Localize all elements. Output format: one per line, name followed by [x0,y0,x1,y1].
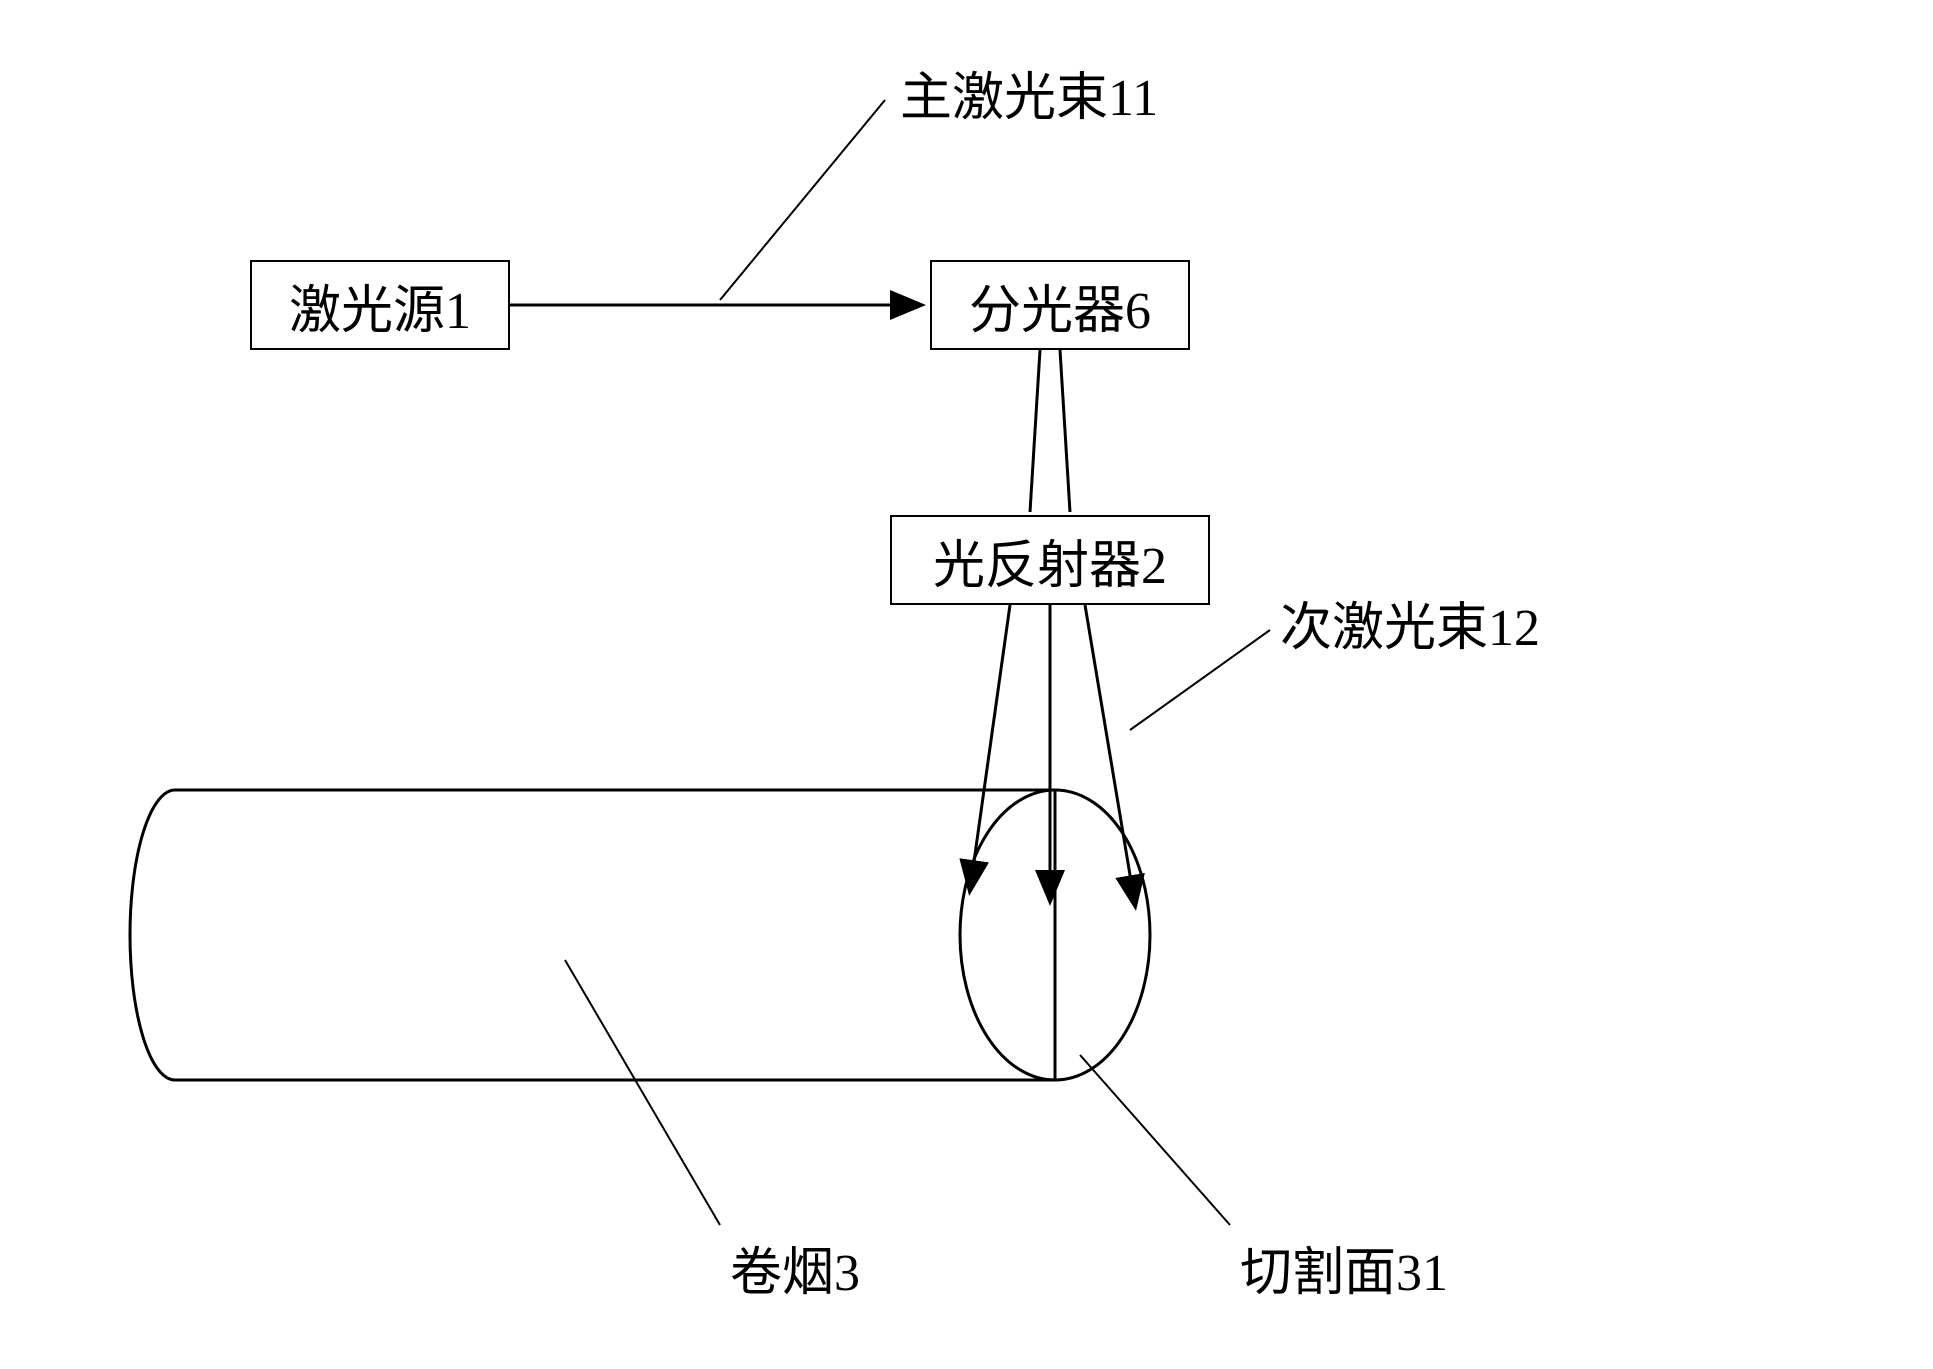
sub-beam-label: 次激光束12 [1280,585,1540,660]
splitter-box: 分光器6 [930,260,1190,350]
cigarette-label: 卷烟3 [730,1230,860,1305]
main-beam-leader [720,100,885,300]
sub-beam-arrow-1 [970,605,1010,890]
splitter-reflector-line-2 [1060,350,1070,512]
sub-beam-leader [1130,630,1270,730]
reflector-label: 光反射器2 [933,523,1167,598]
reflector-box: 光反射器2 [890,515,1210,605]
laser-source-box: 激光源1 [250,260,510,350]
diagram-svg [0,0,1933,1369]
main-beam-label: 主激光束11 [900,55,1158,130]
cut-surface-leader [1080,1055,1230,1225]
cigarette-leader [565,960,720,1225]
splitter-label: 分光器6 [969,268,1151,343]
laser-source-label: 激光源1 [289,268,471,343]
cigarette-shape [130,790,1150,1080]
cut-surface-label: 切割面31 [1240,1230,1448,1305]
splitter-reflector-line-1 [1030,350,1040,512]
sub-beam-arrow-3 [1085,605,1135,905]
diagram-container: 激光源1 分光器6 光反射器2 主激光束11 次激光束12 卷烟3 切割面31 [0,0,1933,1369]
